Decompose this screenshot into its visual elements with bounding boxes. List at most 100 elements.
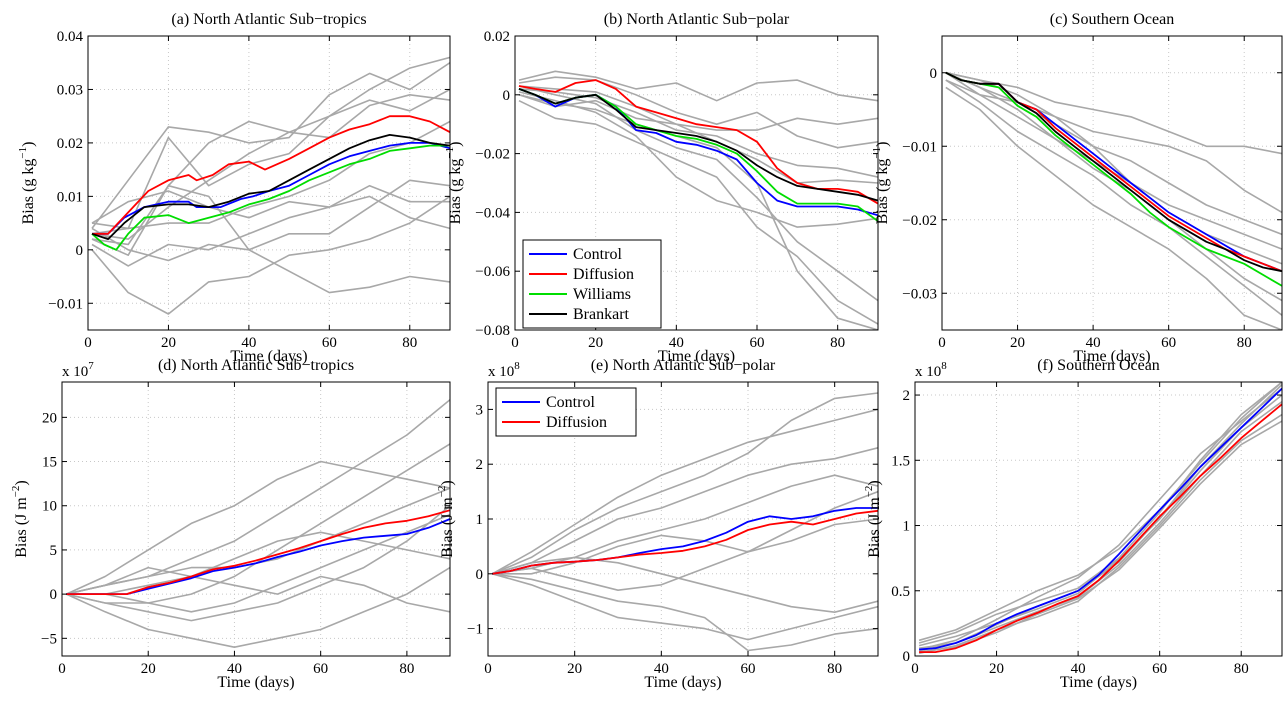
x-axis-label: Time (days) [644, 674, 721, 691]
ensemble-line-8 [945, 71, 1282, 265]
x-tick-label: 20 [588, 335, 603, 351]
x-tick-label: 40 [1071, 661, 1086, 677]
ensemble-line-1 [918, 382, 1282, 644]
ensemble-line-5 [945, 71, 1282, 302]
ensemble-line-3 [492, 447, 878, 575]
y-tick-label: 0 [76, 243, 84, 259]
y-tick-label: 0.02 [484, 29, 510, 45]
y-tick-label: 1 [476, 512, 484, 528]
y-tick-label: −1 [467, 622, 483, 638]
x-tick-label: 0 [58, 661, 66, 677]
y-tick-label: 10 [42, 499, 57, 515]
x-tick-label: 60 [750, 335, 765, 351]
ensemble-line-8 [66, 566, 450, 613]
ensemble-line-4 [518, 99, 878, 325]
series-line-brankart [91, 134, 450, 240]
y-tick-label: 0 [476, 567, 484, 583]
chart-panel-2: 0 20 40 60 80 −0.08 −0.06 −0.04 −0.02 0 0.02 (b) No… [444, 11, 879, 365]
ensemble-line-5 [492, 573, 878, 652]
axes-box [914, 381, 1283, 657]
series-line-williams [91, 144, 450, 251]
plot-area [518, 70, 878, 330]
series-line-diffusion [492, 509, 878, 575]
x-tick-label: 80 [399, 661, 414, 677]
chart-title: (a) North Atlantic Sub−tropics [171, 11, 366, 28]
plot-area [65, 399, 450, 648]
chart-title: (b) North Atlantic Sub−polar [604, 11, 790, 28]
x-tick-label: 0 [84, 335, 92, 351]
x-tick-label: 80 [1237, 335, 1252, 351]
ensemble-line-8 [492, 556, 878, 613]
x-tick-label: 80 [402, 335, 417, 351]
y-tick-label: −5 [41, 631, 57, 647]
axes-box [941, 35, 1283, 331]
ensemble-line-3 [91, 94, 450, 256]
ensemble-line-9 [66, 443, 450, 604]
y-tick-label: 20 [42, 410, 57, 426]
y-axis-label: Bias (J m−2) [10, 480, 30, 558]
ensemble-line-1 [491, 392, 878, 575]
y-tick-label: −0.02 [902, 213, 937, 229]
ensemble-line-6 [66, 513, 450, 613]
ensemble-line-2 [918, 387, 1282, 651]
x-tick-label: 40 [241, 335, 256, 351]
y-tick-label: −0.01 [48, 296, 83, 312]
x-tick-label: 60 [313, 661, 328, 677]
ensemble-line-8 [918, 384, 1282, 649]
y-tick-label: 0 [903, 649, 911, 665]
ensemble-line-3 [518, 85, 878, 302]
x-axis-label: Time (days) [1060, 674, 1137, 691]
y-axis-label: Bias (J m−2) [863, 480, 883, 558]
y-tick-label: 0 [930, 66, 938, 82]
legend-label-diffusion: Diffusion [573, 266, 634, 283]
ensemble-line-9 [492, 518, 878, 575]
chart-title: (c) Southern Ocean [1050, 11, 1174, 28]
series-line-diffusion [66, 509, 450, 595]
axes-box [87, 35, 451, 331]
ensemble-line-4 [945, 79, 1282, 316]
y-tick-label: −0.08 [475, 323, 510, 339]
x-axis-label: Time (days) [217, 674, 294, 691]
ensemble-line-5 [91, 227, 450, 294]
y-tick-label: 0.01 [57, 189, 83, 205]
x-tick-label: 20 [141, 661, 156, 677]
chart-panel-3: 0 20 40 60 80 −0.03 −0.02 −0.01 0 (c) Southern Oc… [871, 11, 1283, 365]
legend-label-diffusion: Diffusion [546, 414, 607, 431]
axis-multiplier: x 108 [488, 360, 520, 380]
axis-multiplier: x 107 [62, 360, 94, 380]
x-axis-label: Time (days) [230, 348, 307, 365]
x-tick-label: 80 [827, 661, 842, 677]
plot-area [91, 56, 450, 315]
ensemble-line-7 [518, 88, 878, 178]
chart-title: (e) North Atlantic Sub−polar [591, 357, 776, 374]
chart-title: (f) Southern Ocean [1037, 357, 1160, 374]
x-axis-label: Time (days) [1073, 348, 1150, 365]
x-tick-label: 80 [830, 335, 845, 351]
ensemble-line-2 [91, 88, 450, 230]
y-tick-label: 15 [42, 455, 57, 471]
legend-label-control: Control [546, 394, 595, 411]
ensemble-line-4 [91, 195, 450, 315]
ensemble-line-6 [918, 382, 1282, 642]
y-tick-label: 0 [50, 587, 58, 603]
legend-box [495, 387, 637, 437]
y-tick-label: 5 [50, 543, 58, 559]
x-tick-label: 20 [989, 661, 1004, 677]
axes-box [514, 35, 879, 331]
axis-multiplier: x 108 [915, 360, 947, 380]
series-line-control [919, 387, 1282, 651]
x-tick-label: 60 [1152, 661, 1167, 677]
series-line-diffusion [945, 71, 1282, 273]
ensemble-line-10 [91, 195, 450, 267]
y-tick-label: 2 [476, 457, 484, 473]
x-tick-label: 0 [938, 335, 946, 351]
y-tick-label: −0.04 [475, 205, 510, 221]
ensemble-line-1 [91, 56, 450, 240]
ensemble-line-1 [518, 70, 878, 102]
y-axis-label: Bias (g kg−1) [17, 142, 37, 225]
y-tick-label: −0.02 [475, 147, 510, 163]
x-tick-label: 60 [741, 661, 756, 677]
axes-box [61, 381, 451, 657]
legend-label-brankart: Brankart [573, 306, 630, 323]
